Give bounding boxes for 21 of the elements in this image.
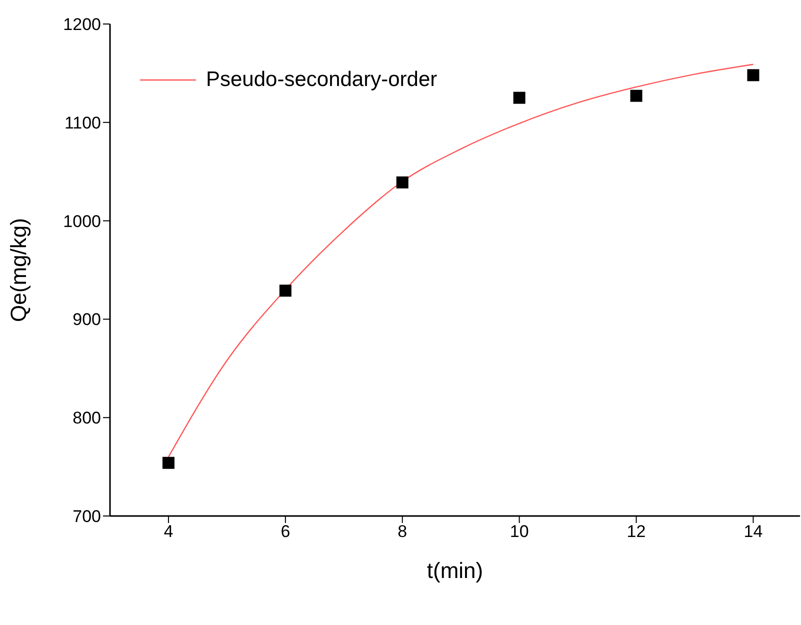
- x-tick-label: 12: [626, 522, 646, 542]
- point: [513, 92, 526, 104]
- x-axis-title: t(min): [426, 558, 484, 583]
- x-tick-label: 6: [280, 522, 290, 542]
- y-tick-label: 1100: [64, 113, 101, 132]
- point: [162, 456, 174, 469]
- x-tick-label: 8: [398, 522, 408, 542]
- point: [396, 176, 408, 188]
- y-tick-label: 1200: [63, 15, 101, 34]
- y-tick-label: 800: [72, 408, 101, 428]
- point: [630, 90, 642, 102]
- x-tick-label: 4: [164, 522, 174, 542]
- y-tick-label: 700: [72, 507, 101, 526]
- y-tick-label: 900: [72, 310, 101, 330]
- legend-label: Pseudo-secondary-order: [206, 68, 438, 92]
- y-axis-title: Qe(mg/kg): [6, 218, 31, 322]
- y-tick-label: 1000: [63, 212, 101, 231]
- point: [747, 69, 760, 82]
- x-tick-label: 10: [510, 522, 529, 542]
- point: [279, 284, 292, 297]
- x-tick-label: 14: [744, 522, 763, 542]
